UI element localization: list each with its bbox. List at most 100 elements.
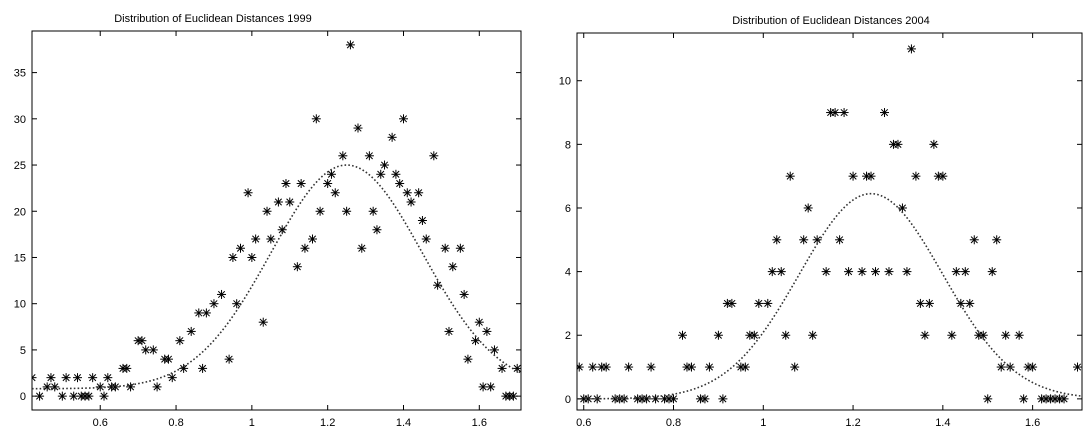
data-point-marker — [669, 394, 679, 404]
data-point-marker — [315, 206, 325, 216]
chart-panel-1999: Distribution of Euclidean Distances 1999… — [14, 13, 522, 429]
data-point-marker — [402, 188, 412, 198]
x-tick-label: 1.6 — [472, 417, 487, 429]
data-point-marker — [749, 330, 759, 340]
data-point-marker — [471, 336, 481, 346]
data-point-marker — [258, 317, 268, 327]
data-point-marker — [830, 108, 840, 118]
data-point-marker — [713, 330, 723, 340]
data-point-marker — [296, 179, 306, 189]
data-point-marker — [217, 289, 227, 299]
data-point-marker — [232, 299, 242, 309]
y-tick-label: 5 — [20, 345, 26, 357]
data-point-marker — [929, 139, 939, 149]
data-point-marker — [387, 132, 397, 142]
data-point-marker — [992, 235, 1002, 245]
data-point-marker — [754, 298, 764, 308]
data-point-marker — [821, 267, 831, 277]
data-point-marker — [122, 363, 132, 373]
x-tick-label: 0.6 — [576, 417, 591, 429]
data-point-marker — [965, 298, 975, 308]
data-point-marker — [772, 235, 782, 245]
data-point-marker — [326, 169, 336, 179]
data-point-marker — [677, 330, 687, 340]
data-point-marker — [700, 394, 710, 404]
y-tick-label: 10 — [14, 299, 26, 311]
data-point-marker — [897, 203, 907, 213]
data-point-marker — [996, 362, 1006, 372]
data-point-marker — [300, 243, 310, 253]
data-point-marker — [947, 330, 957, 340]
y-tick-label: 2 — [565, 330, 571, 342]
data-point-marker — [372, 225, 382, 235]
data-point-marker — [103, 373, 113, 383]
data-point-marker — [1019, 394, 1029, 404]
plot-area — [31, 30, 522, 411]
data-point-marker — [763, 298, 773, 308]
y-tick-label: 20 — [14, 206, 26, 218]
data-point-marker — [497, 363, 507, 373]
data-point-marker — [1073, 362, 1082, 372]
data-point-marker — [266, 234, 276, 244]
data-point-marker — [884, 267, 894, 277]
data-point-marker — [642, 394, 652, 404]
data-point-marker — [459, 289, 469, 299]
x-tick-label: 1.4 — [396, 417, 411, 429]
data-point-marker — [646, 362, 656, 372]
x-tick-label: 0.6 — [93, 417, 108, 429]
data-point-marker — [308, 234, 318, 244]
data-point-marker — [969, 235, 979, 245]
data-point-marker — [781, 330, 791, 340]
data-point-marker — [46, 373, 56, 383]
data-point-marker — [201, 308, 211, 318]
data-point-marker — [273, 197, 283, 207]
data-point-marker — [978, 330, 988, 340]
data-point-marker — [69, 391, 79, 401]
data-point-marker — [311, 114, 321, 124]
data-point-marker — [588, 362, 598, 372]
data-point-marker — [345, 40, 355, 50]
plot-content — [577, 44, 1082, 404]
data-point-marker — [163, 354, 173, 364]
x-tick-label: 1.2 — [320, 417, 335, 429]
data-point-marker — [486, 382, 496, 392]
data-point-marker — [148, 345, 158, 355]
data-point-marker — [364, 151, 374, 161]
data-point-marker — [84, 391, 94, 401]
data-point-marker — [508, 391, 518, 401]
data-point-marker — [42, 382, 52, 392]
data-point-marker — [376, 169, 386, 179]
data-point-marker — [651, 394, 661, 404]
data-point-marker — [799, 235, 809, 245]
data-point-marker — [893, 139, 903, 149]
y-tick-label: 8 — [565, 139, 571, 151]
data-point-marker — [247, 252, 257, 262]
data-point-marker — [194, 308, 204, 318]
data-point-marker — [489, 345, 499, 355]
data-point-marker — [727, 298, 737, 308]
data-point-marker — [72, 373, 82, 383]
data-point-marker — [776, 267, 786, 277]
data-point-marker — [380, 160, 390, 170]
data-point-marker — [368, 206, 378, 216]
data-point-marker — [32, 373, 37, 383]
data-point-marker — [790, 362, 800, 372]
x-tick-label: 1.6 — [1025, 417, 1040, 429]
y-tick-label: 10 — [559, 76, 571, 88]
x-tick-label: 0.8 — [666, 417, 681, 429]
data-point-marker — [704, 362, 714, 372]
data-point-marker — [920, 330, 930, 340]
data-point-marker — [417, 216, 427, 225]
data-point-marker — [95, 382, 105, 392]
data-point-marker — [624, 362, 634, 372]
data-point-marker — [482, 326, 492, 336]
data-point-marker — [902, 267, 912, 277]
data-point-marker — [512, 363, 521, 373]
data-point-marker — [110, 382, 120, 392]
data-point-marker — [803, 203, 813, 213]
y-tick-label: 15 — [14, 252, 26, 264]
data-point-marker — [983, 394, 993, 404]
data-point-marker — [126, 382, 136, 392]
data-point-marker — [414, 188, 424, 198]
data-point-marker — [577, 362, 584, 372]
